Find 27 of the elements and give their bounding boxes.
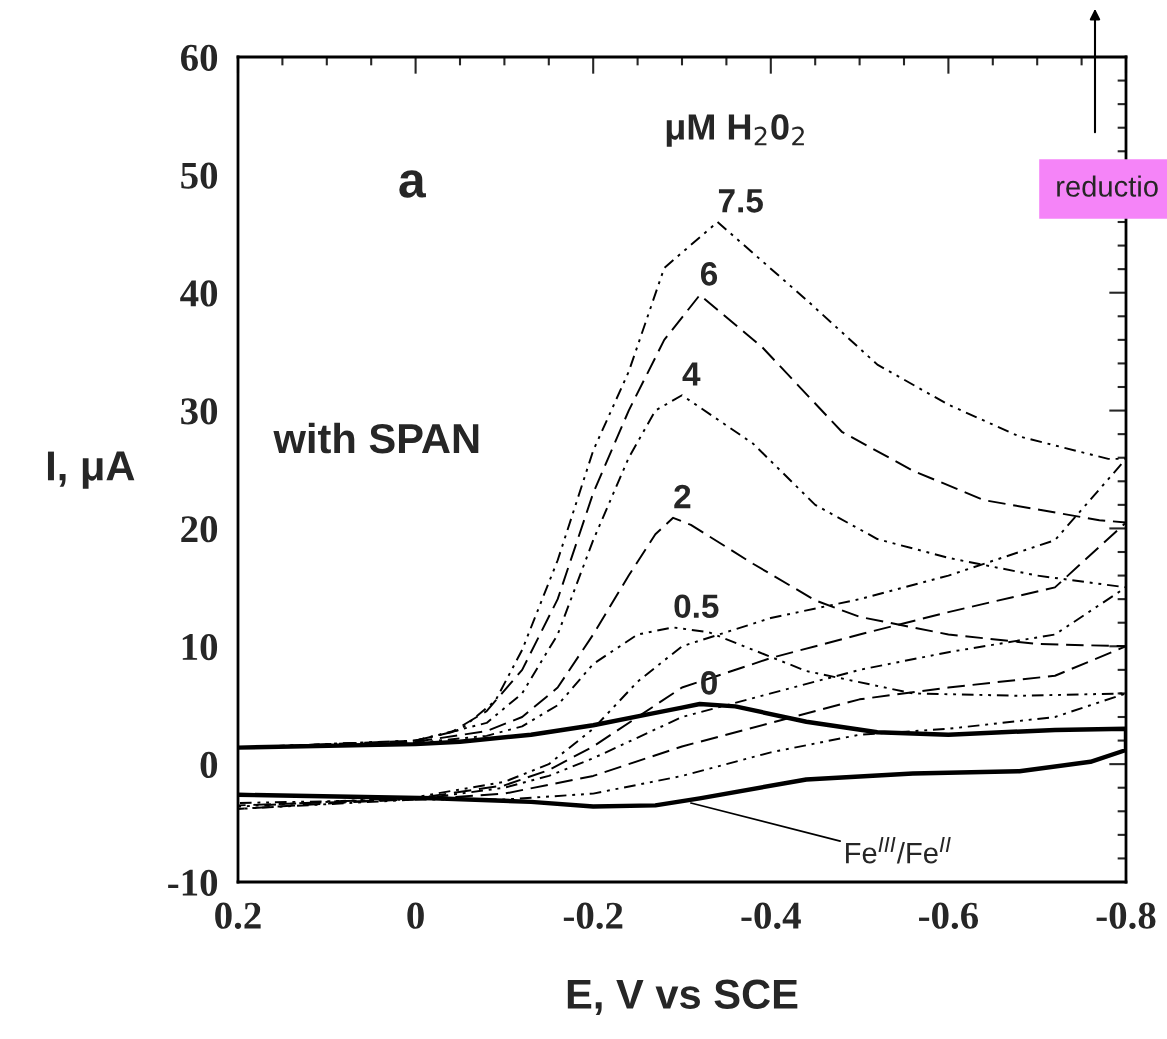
y-tick-label: 20: [181, 516, 218, 543]
x-tick-label: 0: [407, 902, 424, 929]
annotation: reductio: [1057, 175, 1158, 197]
y-tick-label: 50: [181, 162, 218, 189]
x-tick-label: -0.6: [919, 902, 979, 929]
y-tick-label: 30: [181, 398, 218, 425]
series-label: 0.5: [674, 594, 719, 619]
annotation: μM H$_{2}$0$_{2}$: [666, 114, 804, 147]
annotation: a: [399, 170, 426, 198]
y-tick-label: 10: [182, 633, 218, 661]
x-tick-label: 0.2: [215, 902, 261, 929]
y-tick-label: 0: [200, 751, 218, 779]
y-axis-title: I, μA: [47, 451, 135, 489]
x-tick-label: -0.8: [1096, 902, 1156, 929]
annotation: with SPAN: [273, 422, 479, 454]
annotation: Fe$^{III}$/Fe$^{II}$: [846, 837, 951, 864]
y-tick-label: -10: [168, 869, 218, 896]
x-tick-label: -0.4: [741, 902, 801, 929]
x-axis-title: E, V vs SCE: [567, 979, 798, 1016]
series-label: 4: [682, 362, 701, 386]
series-label: 2: [674, 484, 691, 509]
y-tick-label: 60: [181, 44, 218, 71]
y-tick-label: 40: [180, 280, 218, 307]
x-tick-label: -0.2: [563, 902, 623, 929]
series-label: 7.5: [718, 189, 763, 213]
series-label: 0: [701, 671, 717, 695]
series-label: 6: [700, 262, 718, 286]
